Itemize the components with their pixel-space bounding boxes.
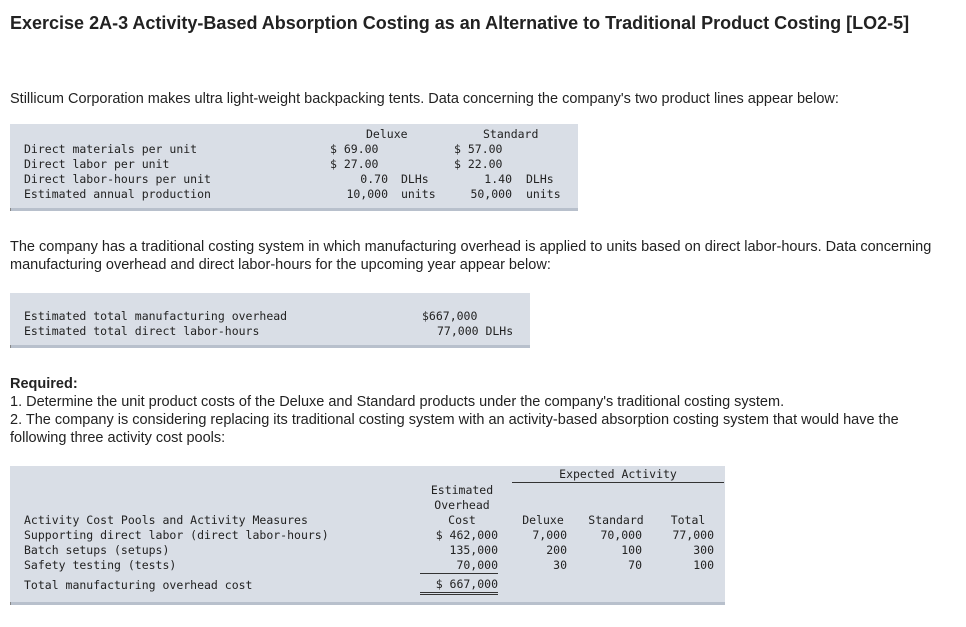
required-heading: Required: [10,376,78,392]
activity-row-label: Supporting direct labor (direct labor-ho… [24,528,329,542]
required-item-2: 2. The company is considering replacing … [10,412,899,446]
traditional-text: The company has a traditional costing sy… [10,239,932,273]
standard-value: 50,000 [470,187,512,201]
standard-value: $ 22.00 [454,157,503,171]
standard-column-header: Standard [588,513,644,527]
activity-table: Expected Activity Estimated Overhead Cos… [10,466,725,612]
row-label: Direct labor-hours per unit [24,172,211,186]
overhead-value: $667,000 [422,309,478,323]
exercise-title: Exercise 2A-3 Activity-Based Absorption … [10,13,910,33]
row-label: Estimated annual production [24,187,211,201]
header-deluxe: Deluxe [366,127,408,141]
deluxe-value: 0.70 [360,172,388,186]
deluxe-unit: units [401,187,436,201]
product-table: Deluxe Standard Direct materials per uni… [10,124,578,216]
total-column-header: Total [670,513,706,527]
product-table-bottom [10,208,578,211]
total-overhead-cost: $ 667,000 [420,577,498,595]
header-standard: Standard [483,127,539,141]
standard-unit: units [526,187,561,201]
row-label: Direct labor per unit [24,157,170,171]
overhead-table-bottom [10,345,530,348]
activity-row-label: Safety testing (tests) [24,558,177,572]
cost-header-line2: Overhead [434,498,490,512]
deluxe-value: $ 27.00 [330,157,379,171]
activity-row-deluxe: 200 [546,543,567,557]
activity-row-cost: 70,000 [420,558,498,574]
product-table-band [10,124,578,208]
activity-table-bottom [10,602,725,605]
overhead-table-band [10,293,530,345]
activity-column-header: Activity Cost Pools and Activity Measure… [24,513,308,527]
activity-row-deluxe: 7,000 [532,528,567,542]
activity-row-total: 300 [693,543,714,557]
standard-unit: DLHs [526,172,554,186]
overhead-table: Estimated total manufacturing overhead $… [10,293,530,353]
standard-value: 1.40 [484,172,512,186]
dlh-value: 77,000 DLHs [437,324,514,338]
activity-row-cost: 135,000 [449,543,498,557]
intro-text: Stillicum Corporation makes ultra light-… [10,91,839,107]
dlh-label: Estimated total direct labor-hours [24,324,260,338]
deluxe-column-header: Deluxe [522,513,564,527]
cost-header-line1: Estimated [430,483,494,497]
activity-row-label: Batch setups (setups) [24,543,170,557]
activity-row-standard: 100 [621,543,642,557]
activity-row-cost: $ 462,000 [435,528,498,542]
activity-row-deluxe: 30 [553,558,567,572]
activity-row-standard: 70 [628,558,642,572]
activity-row-total: 77,000 [672,528,714,542]
deluxe-unit: DLHs [401,172,429,186]
activity-row-total: 100 [693,558,714,572]
deluxe-value: $ 69.00 [330,142,379,156]
total-overhead-label: Total manufacturing overhead cost [24,578,253,592]
standard-value: $ 57.00 [454,142,503,156]
expected-activity-header: Expected Activity [512,467,724,483]
row-label: Direct materials per unit [24,142,198,156]
cost-header-line3: Cost [448,513,476,527]
deluxe-value: 10,000 [346,187,388,201]
activity-row-standard: 70,000 [600,528,642,542]
required-item-1: 1. Determine the unit product costs of t… [10,394,785,410]
activity-table-band [10,466,725,602]
overhead-label: Estimated total manufacturing overhead [24,309,288,323]
